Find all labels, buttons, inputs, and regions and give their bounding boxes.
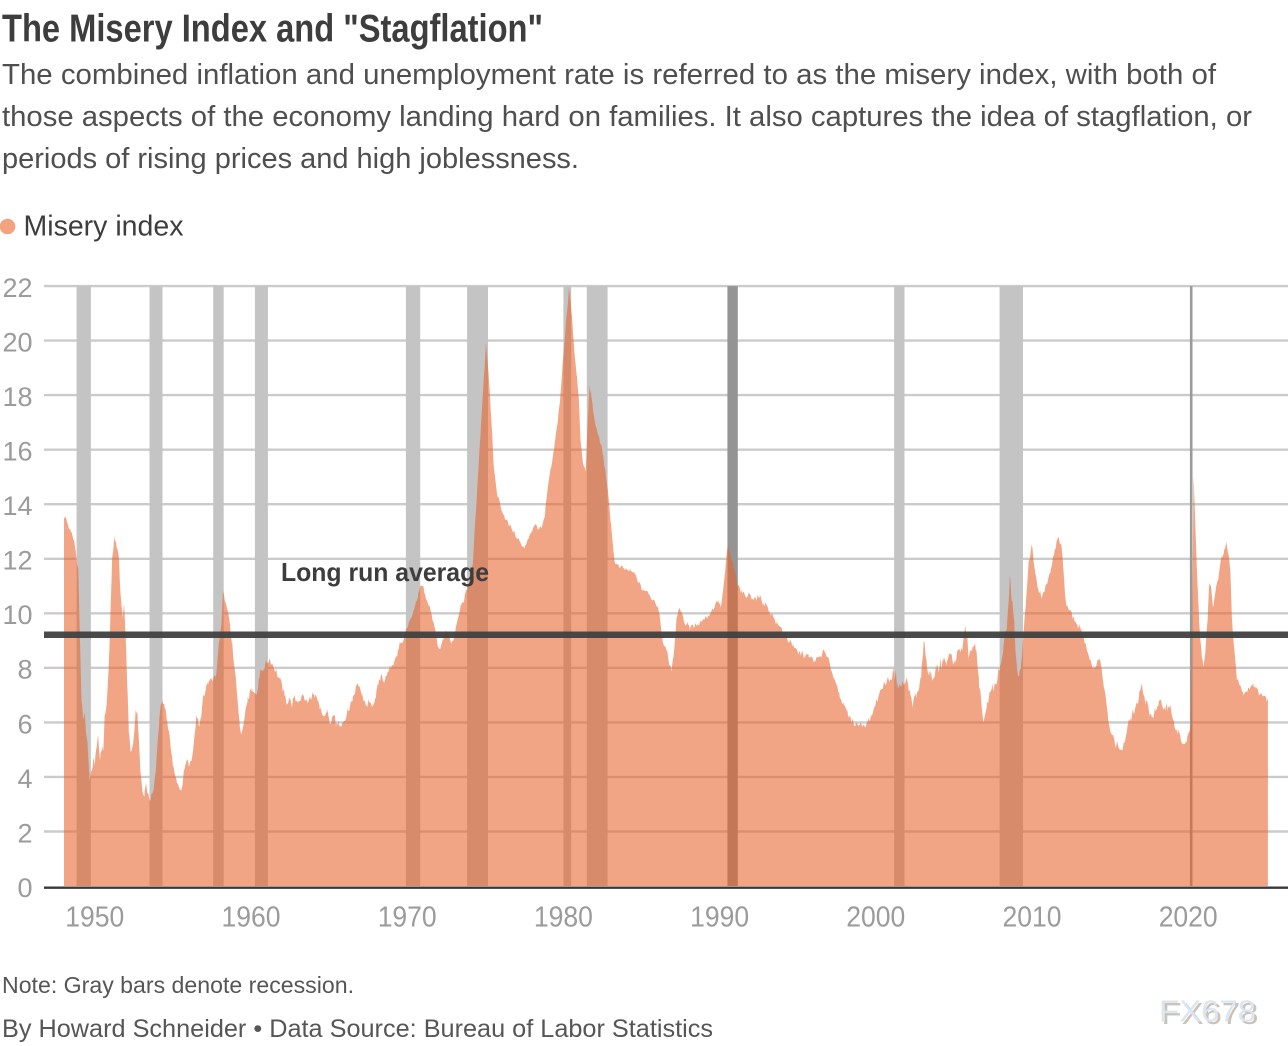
- svg-text:2000: 2000: [846, 901, 905, 933]
- svg-text:0: 0: [17, 873, 32, 903]
- svg-text:periods of rising prices and h: periods of rising prices and high jobles…: [2, 143, 579, 175]
- svg-text:4: 4: [17, 764, 32, 794]
- svg-text:12: 12: [2, 546, 32, 576]
- svg-text:Long run average: Long run average: [281, 557, 489, 587]
- svg-text:20: 20: [2, 328, 32, 358]
- svg-text:18: 18: [2, 382, 32, 412]
- svg-text:1990: 1990: [690, 901, 749, 933]
- svg-text:8: 8: [17, 655, 32, 685]
- svg-text:16: 16: [2, 437, 32, 467]
- svg-text:14: 14: [2, 491, 32, 521]
- svg-text:The combined inflation and une: The combined inflation and unemployment …: [2, 59, 1217, 91]
- svg-text:FX678: FX678: [1159, 994, 1256, 1029]
- svg-text:1970: 1970: [378, 901, 437, 933]
- svg-text:1950: 1950: [65, 901, 124, 933]
- svg-text:those aspects of the economy l: those aspects of the economy landing har…: [2, 101, 1252, 133]
- svg-text:2010: 2010: [1003, 901, 1062, 933]
- svg-text:10: 10: [2, 600, 32, 630]
- svg-text:1960: 1960: [222, 901, 281, 933]
- svg-text:FX678: FX678: [1162, 996, 1259, 1031]
- svg-text:1980: 1980: [534, 901, 593, 933]
- svg-text:2020: 2020: [1159, 901, 1218, 933]
- svg-text:2: 2: [17, 818, 32, 848]
- svg-text:6: 6: [17, 709, 32, 739]
- svg-text:Misery index: Misery index: [24, 211, 184, 243]
- svg-text:22: 22: [2, 273, 32, 303]
- svg-text:Note: Gray bars denote recessi: Note: Gray bars denote recession.: [2, 972, 354, 998]
- svg-text:The Misery Index and "Stagflat: The Misery Index and "Stagflation": [2, 8, 543, 51]
- svg-text:By Howard Schneider • Data Sou: By Howard Schneider • Data Source: Burea…: [2, 1015, 713, 1043]
